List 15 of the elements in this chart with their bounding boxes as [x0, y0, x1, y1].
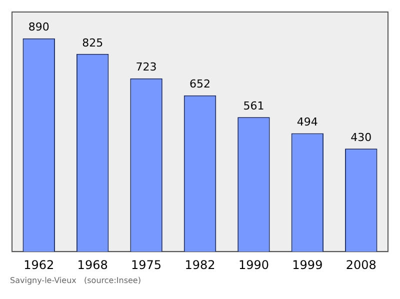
x-tick-label: 2008	[346, 258, 376, 272]
data-label: 652	[190, 78, 210, 91]
data-label: 430	[350, 130, 372, 144]
text: Savigny-le-Vieux (source:Insee)	[10, 276, 142, 285]
data-label: 890	[28, 20, 50, 34]
data-label: 825	[82, 36, 104, 50]
x-tick-label: 1975	[131, 258, 162, 272]
data-label: 723	[136, 60, 157, 74]
data-label: 494	[296, 116, 318, 129]
x-tick-label: 1968	[77, 258, 108, 272]
x-tick-label: 1990	[238, 258, 269, 272]
x-tick-label: 1962	[24, 258, 54, 272]
data-label: 561	[243, 100, 264, 113]
x-tick-label: 1982	[184, 258, 216, 272]
x-tick-label: 1999	[292, 258, 323, 272]
